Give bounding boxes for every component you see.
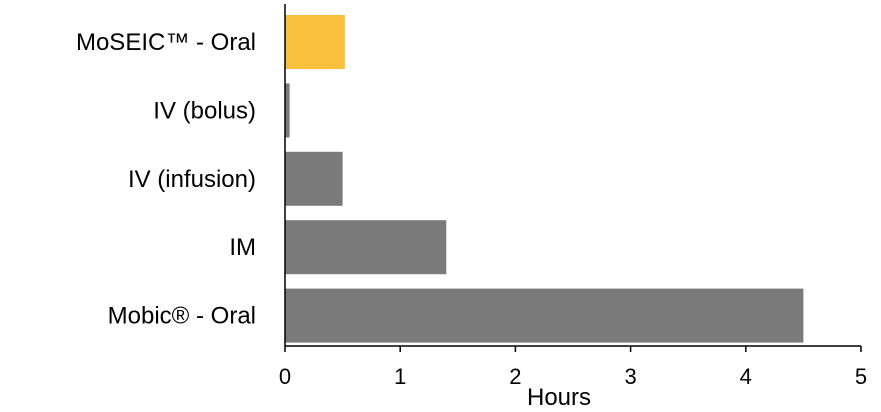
category-label: IV (bolus) (153, 97, 256, 124)
x-axis-title: Hours (527, 384, 591, 411)
bars-group (285, 15, 804, 343)
bar (285, 220, 447, 275)
axes-group (284, 4, 861, 347)
category-label: IM (229, 234, 256, 261)
category-label: Mobic® - Oral (108, 303, 256, 330)
category-label: IV (infusion) (128, 166, 256, 193)
x-tick-label: 4 (740, 364, 752, 389)
bar (285, 288, 804, 343)
x-tick-label: 5 (855, 364, 867, 389)
x-ticks-group: 0 1 2 3 4 5 (279, 346, 867, 389)
bar (285, 83, 290, 138)
x-tick-label: 1 (394, 364, 406, 389)
category-label: MoSEIC™ - Oral (76, 29, 256, 56)
x-tick-label: 2 (509, 364, 521, 389)
category-labels-group: MoSEIC™ - Oral IV (bolus) IV (infusion) IM M… (76, 29, 256, 330)
x-tick-label: 0 (279, 364, 291, 389)
x-tick-label: 3 (624, 364, 636, 389)
bar (285, 15, 345, 69)
bar (285, 151, 343, 206)
